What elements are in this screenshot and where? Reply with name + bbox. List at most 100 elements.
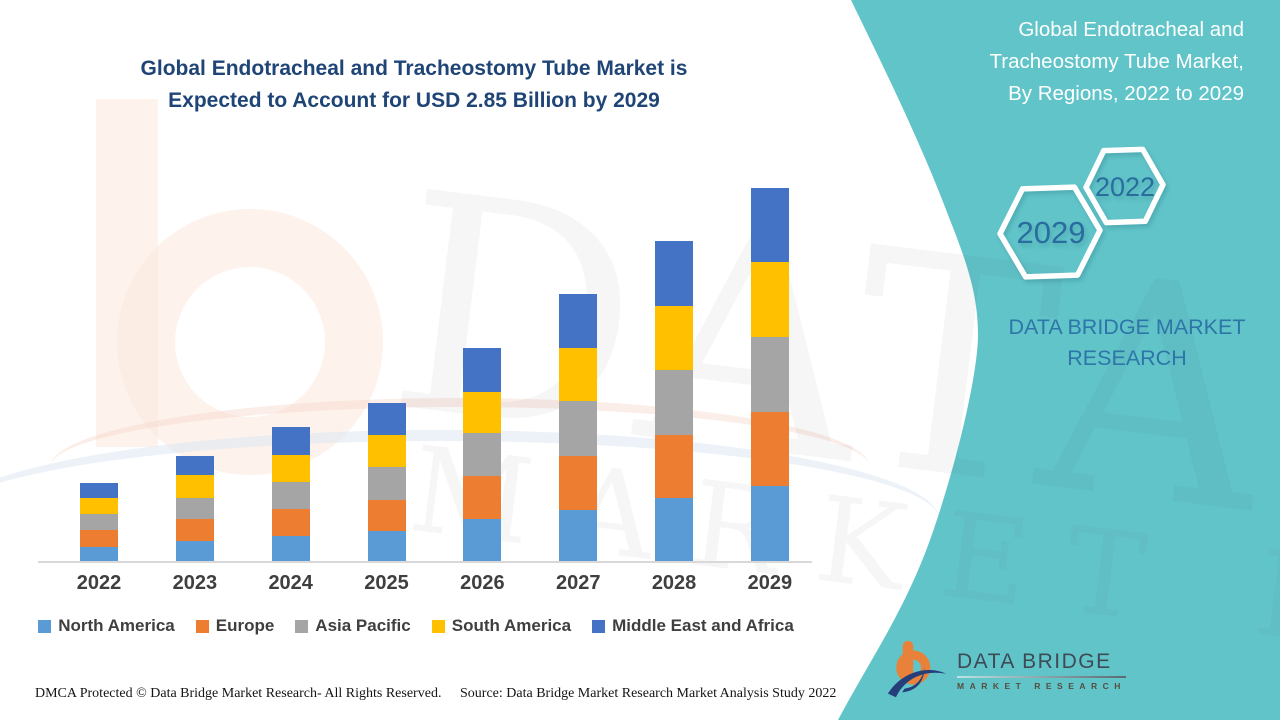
x-axis-label-2029: 2029 xyxy=(747,572,793,594)
legend-item-north-america: North America xyxy=(38,616,175,636)
bar-segment-2023-asia-pacific xyxy=(175,498,214,520)
bar-column-2027 xyxy=(533,160,623,561)
x-axis-label-2027: 2027 xyxy=(555,572,601,594)
logo-swoosh xyxy=(887,669,947,698)
stacked-bar-2024 xyxy=(271,427,310,561)
panel-heading-line1: Global Endotracheal and xyxy=(1018,18,1244,41)
bar-segment-2023-europe xyxy=(175,519,214,541)
chart-legend: North America Europe Asia Pacific South Ame… xyxy=(0,616,832,636)
stacked-bar-2026 xyxy=(463,347,502,561)
panel-heading: Global Endotracheal and Tracheostomy Tub… xyxy=(990,14,1244,109)
bar-segment-2025-north-america xyxy=(367,530,406,561)
legend-item-europe: Europe xyxy=(195,616,275,636)
bar-segment-2026-north-america xyxy=(463,519,502,561)
bar-segment-2025-europe xyxy=(367,499,406,531)
bar-segment-2025-south-america xyxy=(367,435,406,467)
logo-b-bowl xyxy=(896,650,931,685)
hexagon-2022-outline xyxy=(1083,146,1166,226)
legend-label: North America xyxy=(58,616,175,635)
bar-segment-2024-south-america xyxy=(271,454,310,483)
legend-swatch xyxy=(295,619,309,633)
bar-segment-2029-europe xyxy=(750,411,789,487)
legend-label: Europe xyxy=(215,616,275,635)
stacked-bar-2027 xyxy=(559,293,598,561)
bar-segment-2027-north-america xyxy=(559,509,598,561)
bar-segment-2028-europe xyxy=(655,435,694,499)
logo-text-block: DATA BRIDGE MARKET RESEARCH xyxy=(957,650,1126,691)
bar-column-2023 xyxy=(150,160,240,561)
hexagon-2029 xyxy=(997,184,1103,280)
logo-inner-swoosh xyxy=(902,667,925,693)
bar-segment-2023-north-america xyxy=(175,540,214,561)
legend-swatch xyxy=(592,619,606,633)
bar-segment-2022-south-america xyxy=(80,498,118,514)
hexagon-2029-outline xyxy=(997,184,1103,280)
stacked-bar-2025 xyxy=(367,402,406,561)
bar-segment-2028-asia-pacific xyxy=(655,369,694,436)
bar-segment-2023-south-america xyxy=(175,475,214,499)
legend-item-middle-east-and-africa: Middle East and Africa xyxy=(592,616,794,636)
chart-title-line1: Global Endotracheal and Tracheostomy Tub… xyxy=(140,57,688,80)
hexagon-2022 xyxy=(1083,146,1166,226)
bar-column-2022 xyxy=(54,160,144,561)
stacked-bar-2029 xyxy=(750,187,789,561)
bar-segment-2024-middle-east-and-africa xyxy=(271,427,310,455)
legend-label: South America xyxy=(451,616,572,635)
bar-segment-2028-south-america xyxy=(655,305,694,370)
logo-name: DATA BRIDGE xyxy=(957,649,1112,673)
bar-chart-plot-area xyxy=(54,160,815,561)
data-bridge-logo: DATA BRIDGE MARKET RESEARCH xyxy=(886,638,1126,702)
bar-segment-2027-europe xyxy=(559,456,598,510)
stacked-bar-2022 xyxy=(80,482,118,561)
panel-heading-line3: By Regions, 2022 to 2029 xyxy=(1008,81,1244,105)
panel-brand-line1: DATA BRIDGE MARKET xyxy=(1008,315,1246,339)
bar-segment-2028-middle-east-and-africa xyxy=(655,241,694,306)
data-bridge-logo-icon xyxy=(887,640,947,698)
bar-segment-2026-asia-pacific xyxy=(463,432,502,476)
legend-swatch xyxy=(431,619,445,633)
panel-heading-line2: Tracheostomy Tube Market, xyxy=(989,49,1244,73)
stacked-bar-2023 xyxy=(175,455,214,561)
legend-swatch xyxy=(38,619,52,633)
bar-segment-2022-middle-east-and-africa xyxy=(80,482,118,499)
x-axis-label-2028: 2028 xyxy=(651,572,697,594)
bar-segment-2025-middle-east-and-africa xyxy=(367,402,406,436)
bar-segment-2025-asia-pacific xyxy=(367,466,406,500)
bar-segment-2024-north-america xyxy=(271,536,310,561)
bar-column-2026 xyxy=(437,160,527,561)
bar-column-2024 xyxy=(246,160,336,561)
hexagon-2029-label: 2029 xyxy=(1017,215,1086,250)
x-axis-label-2023: 2023 xyxy=(172,572,218,594)
legend-swatch xyxy=(195,619,209,633)
panel-brand-line2: RESEARCH xyxy=(1067,346,1187,371)
footer-dmca-text: DMCA Protected © Data Bridge Market Rese… xyxy=(35,686,442,701)
x-axis-label-2022: 2022 xyxy=(76,572,122,594)
bar-segment-2024-europe xyxy=(271,508,310,537)
bar-segment-2026-middle-east-and-africa xyxy=(463,347,502,393)
legend-item-asia-pacific: Asia Pacific xyxy=(295,616,411,636)
legend-label: Middle East and Africa xyxy=(612,616,794,635)
bar-segment-2027-south-america xyxy=(559,347,598,402)
panel-brand-text: DATA BRIDGE MARKET RESEARCH xyxy=(1002,312,1252,374)
logo-subtitle: MARKET RESEARCH xyxy=(957,680,1126,691)
bar-segment-2029-south-america xyxy=(750,262,789,337)
bar-segment-2022-europe xyxy=(80,529,118,547)
logo-divider xyxy=(957,675,1126,678)
watermark-swoosh-orange xyxy=(50,398,870,537)
teal-panel-shape xyxy=(838,0,1280,720)
bar-segment-2027-middle-east-and-africa xyxy=(559,293,598,348)
bar-segment-2022-asia-pacific xyxy=(80,513,118,530)
bar-segment-2027-asia-pacific xyxy=(559,401,598,457)
bar-segment-2026-south-america xyxy=(463,392,502,433)
legend-label: Asia Pacific xyxy=(315,616,411,635)
bar-column-2025 xyxy=(342,160,432,561)
x-axis-label-2025: 2025 xyxy=(364,572,409,594)
x-axis-labels: 2022 2023 2024 2025 2026 2027 2028 2029 xyxy=(54,572,815,595)
bar-segment-2022-north-america xyxy=(80,546,118,561)
footer-source-text: Source: Data Bridge Market Research Mark… xyxy=(460,686,837,701)
bar-column-2028 xyxy=(629,160,719,561)
x-axis-label-2026: 2026 xyxy=(460,572,505,594)
bar-segment-2029-middle-east-and-africa xyxy=(750,187,789,263)
